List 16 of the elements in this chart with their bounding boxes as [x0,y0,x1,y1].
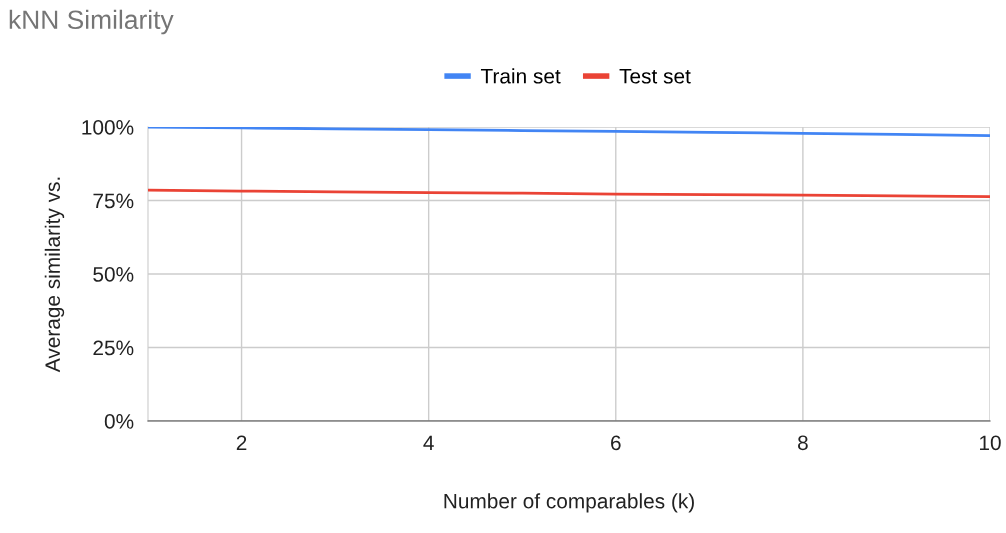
x-tick-label: 4 [423,435,434,450]
x-tick-label: 6 [611,435,621,451]
y-tick-label: 50% [93,267,134,282]
y-tick-label: 25% [93,340,134,356]
y-tick-label: 100% [82,120,134,135]
y-tick-label: 0% [104,414,134,429]
legend-label: Train set [480,68,561,84]
y-tick-label: 75% [93,193,134,209]
x-tick-label: 2 [236,435,247,450]
x-tick-label: 10 [980,435,1001,451]
x-axis-title: Number of comparables (k) [444,493,694,513]
chart-title: kNN Similarity [9,9,174,35]
x-tick-label: 8 [798,435,808,451]
y-axis-title: Average similarity vs. [44,177,65,373]
line-series [148,188,990,199]
legend-label: Test set [619,69,691,84]
